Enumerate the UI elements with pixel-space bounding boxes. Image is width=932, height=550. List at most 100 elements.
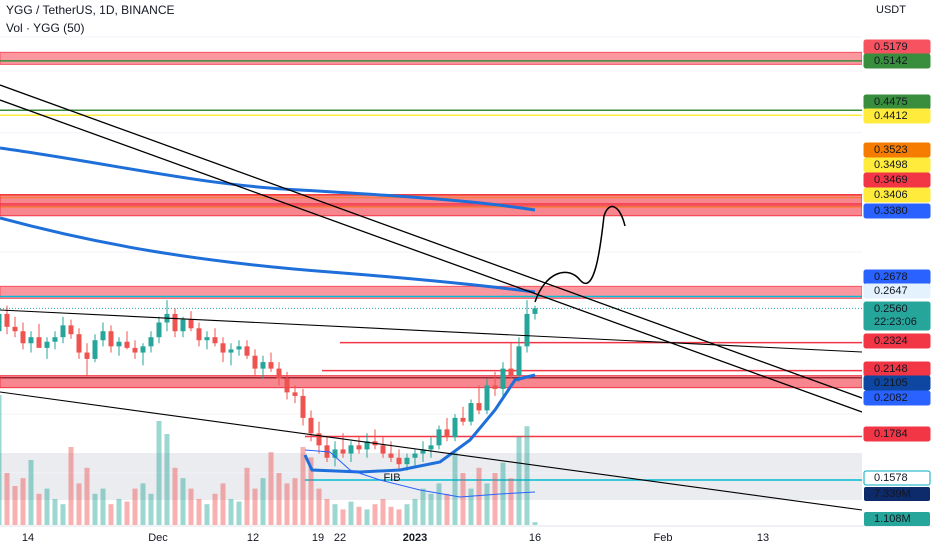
price-tag-label: 0.2324 [874,335,908,347]
price-tag [863,157,931,173]
volume-bar [204,504,210,525]
volume-bar [412,499,418,525]
candle-body [316,433,322,446]
candle-body [308,417,314,434]
price-tag [863,172,931,188]
candle-body [244,346,250,356]
price-tag [863,333,931,349]
candle-body [132,347,138,353]
volume-bar [212,493,218,525]
volume-bar [84,467,90,525]
volume-bar [300,447,306,525]
volume-bar [236,501,242,525]
candle-body [420,449,426,454]
volume-bar [20,478,26,525]
volume-bar [164,434,170,525]
trend-line [0,391,863,511]
volume-bar [332,504,338,525]
candle-body [452,417,458,438]
volume-tag-label: 7.339M [874,488,911,500]
x-tick-label: 14 [22,532,34,544]
candle-body [252,355,258,369]
volume-tag [864,512,930,526]
volume-bar [244,467,250,525]
candle-body [220,343,226,353]
volume-bar [476,467,482,525]
candle-body [0,313,2,332]
candle-body [84,352,90,359]
volume-bar [308,457,314,525]
candle-body [412,453,418,458]
candle-body [380,445,386,454]
volume-bar [444,493,450,525]
price-tag-label: 0.5179 [874,41,908,53]
price-tag-label: 0.1784 [874,428,908,440]
candle-body [204,337,210,341]
volume-bar [252,488,258,525]
price-tag-label: 0.2105 [874,377,908,389]
x-tick-label: 22 [334,532,346,544]
candle-body [92,340,98,359]
price-tags: 0.5179 0.5142 0.4475 0.4412 0.3523 0.3498 0.34… [863,39,931,526]
candle-body [212,337,218,344]
candle-body [300,395,306,418]
volume-tag-label: 1.108M [874,513,911,525]
candle-body [364,441,370,450]
candle-body [172,313,178,332]
trend-line [0,309,863,353]
price-tag [863,108,931,124]
range-box [0,453,862,500]
trend-line [0,84,863,399]
volume-bar [172,467,178,525]
price-tag-label: 0.3523 [874,144,908,156]
annotation: FIB [383,472,400,484]
candle-body [340,449,346,454]
x-tick-label: 16 [529,532,541,544]
moving-average [0,146,536,212]
price-tag [863,203,931,219]
price-tag-label: 0.2678 [874,271,908,283]
candle-body [388,453,394,458]
x-tick-label: 13 [757,532,769,544]
price-tag [863,283,931,299]
candle-body [180,319,186,332]
price-tag-label: 0.3498 [874,159,908,171]
volume-bar [348,501,354,525]
volume-bar [44,488,50,525]
volume-bar [316,488,322,525]
volume-bar [148,493,154,525]
candle-body [4,313,10,327]
candle-body [20,331,26,344]
volume-bar [60,504,66,525]
candle-body [532,308,538,314]
volume-bar [92,493,98,525]
candle-body [508,368,514,376]
price-tag [863,53,931,69]
price-tag-label: 0.2082 [874,392,908,404]
x-tick-label: 2023 [403,532,427,544]
candle-body [492,385,498,389]
drawings [0,84,863,511]
candle-body [228,349,234,353]
volume-bar [340,509,346,525]
volume-bar [404,504,410,525]
volume-bar [524,426,530,525]
candle-body [404,457,410,465]
candle-body [140,346,146,353]
moving-average [303,373,536,474]
x-tick-label: Feb [654,532,673,544]
countdown: 22:23:06 [874,316,917,328]
candle-body [12,326,18,332]
level-zone [0,51,863,65]
candle-body [500,368,506,389]
candle-body [444,429,450,438]
moving-average [0,216,536,294]
price-tag [863,470,931,486]
candle-body [524,313,530,347]
price-tag-label: 0.1578 [874,472,908,484]
volume-bar [324,499,330,525]
volume-bar [68,447,74,525]
candle-body [260,362,266,369]
volume-bar [28,460,34,525]
